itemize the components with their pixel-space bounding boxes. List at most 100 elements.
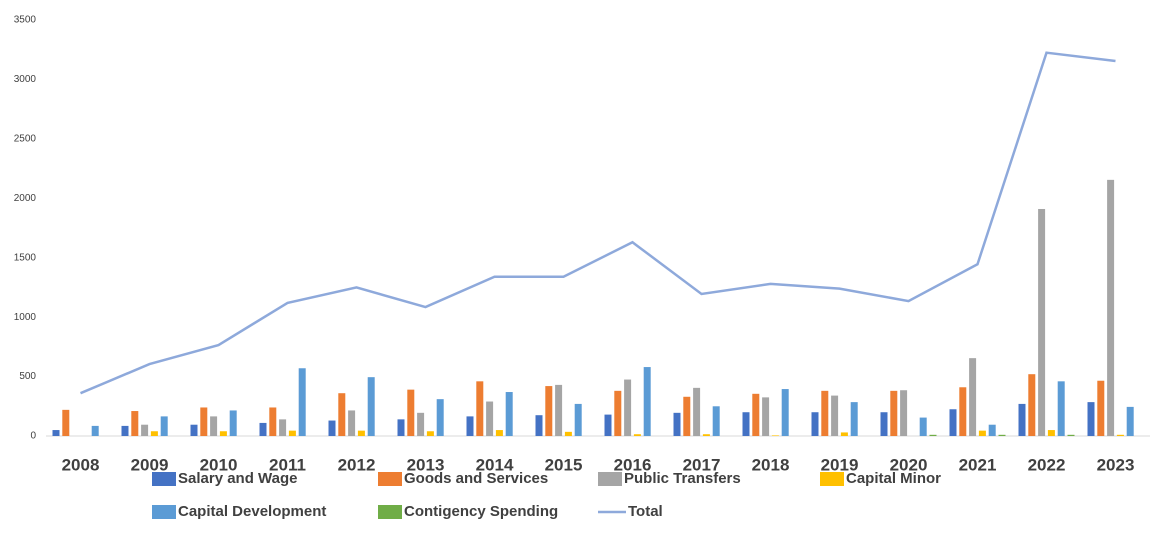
bar bbox=[643, 367, 651, 436]
bar bbox=[762, 397, 770, 436]
bar bbox=[348, 410, 356, 436]
bar bbox=[357, 430, 365, 436]
bar bbox=[505, 392, 513, 436]
bar bbox=[535, 415, 543, 436]
bar bbox=[604, 414, 612, 436]
bar bbox=[229, 410, 237, 436]
bar bbox=[62, 409, 70, 436]
bar bbox=[969, 358, 977, 436]
legend-label: Salary and Wage bbox=[178, 470, 298, 487]
bar bbox=[397, 419, 405, 436]
x-tick-label: 2011 bbox=[269, 455, 306, 474]
legend-marker bbox=[598, 472, 622, 486]
x-tick-label: 2022 bbox=[1028, 455, 1066, 474]
bar bbox=[978, 430, 986, 436]
x-tick-label: 2015 bbox=[545, 455, 583, 474]
bar bbox=[880, 412, 888, 436]
bar bbox=[850, 402, 858, 436]
bar bbox=[712, 406, 720, 436]
y-tick-label: 2500 bbox=[14, 133, 37, 144]
bar bbox=[1028, 374, 1036, 436]
bar bbox=[633, 434, 641, 436]
bar bbox=[998, 434, 1006, 436]
bar bbox=[150, 431, 158, 436]
bar bbox=[821, 390, 829, 436]
legend-marker bbox=[820, 472, 844, 486]
bar bbox=[959, 387, 967, 436]
bar bbox=[1116, 434, 1124, 436]
bar bbox=[288, 430, 296, 436]
bar bbox=[929, 434, 937, 436]
y-tick-label: 3000 bbox=[14, 74, 37, 85]
bar bbox=[200, 407, 208, 436]
x-tick-label: 2008 bbox=[62, 455, 100, 474]
bar bbox=[1038, 208, 1046, 436]
bar bbox=[1047, 430, 1055, 436]
bar bbox=[91, 425, 99, 436]
bar bbox=[1097, 380, 1105, 436]
bar bbox=[52, 430, 60, 436]
x-tick-label: 2021 bbox=[959, 455, 997, 474]
bar bbox=[1107, 179, 1115, 436]
bar bbox=[614, 390, 622, 436]
bar bbox=[219, 431, 227, 436]
bar bbox=[367, 377, 375, 436]
bar bbox=[831, 395, 839, 436]
bar bbox=[742, 412, 750, 436]
legend-label: Capital Development bbox=[178, 503, 326, 520]
bar bbox=[1087, 402, 1095, 436]
bar bbox=[811, 412, 819, 436]
bar bbox=[1067, 434, 1075, 436]
bar bbox=[279, 419, 287, 436]
y-tick-label: 1500 bbox=[14, 252, 37, 263]
bar bbox=[121, 425, 129, 436]
bar bbox=[210, 416, 218, 436]
bar bbox=[486, 401, 494, 436]
x-tick-label: 2009 bbox=[131, 455, 169, 474]
x-tick-label: 2016 bbox=[614, 455, 652, 474]
bar bbox=[1126, 406, 1134, 436]
bar bbox=[190, 424, 198, 436]
bar bbox=[466, 416, 474, 436]
bar bbox=[624, 379, 632, 436]
legend-label: Capital Minor bbox=[846, 470, 941, 487]
legend-label: Total bbox=[628, 503, 663, 520]
x-tick-label: 2018 bbox=[752, 455, 790, 474]
legend-marker bbox=[152, 505, 176, 519]
bar bbox=[259, 422, 267, 436]
bar bbox=[495, 430, 503, 436]
bar bbox=[1018, 403, 1026, 436]
legend-marker bbox=[378, 472, 402, 486]
x-tick-label: 2017 bbox=[683, 455, 721, 474]
bar bbox=[1057, 381, 1065, 436]
bar bbox=[988, 424, 996, 436]
x-tick-label: 2014 bbox=[476, 455, 514, 474]
legend-label: Public Transfers bbox=[624, 470, 741, 487]
bar bbox=[890, 390, 898, 436]
bar bbox=[683, 396, 691, 436]
bar bbox=[900, 390, 908, 436]
legend-label: Contigency Spending bbox=[404, 503, 558, 520]
bar bbox=[771, 435, 779, 436]
x-tick-label: 2013 bbox=[407, 455, 445, 474]
bar bbox=[949, 409, 957, 436]
y-tick-label: 2000 bbox=[14, 193, 37, 204]
bar bbox=[476, 381, 484, 436]
y-tick-label: 0 bbox=[30, 431, 36, 442]
bar bbox=[702, 434, 710, 436]
x-tick-label: 2019 bbox=[821, 455, 859, 474]
bar bbox=[574, 403, 582, 436]
bar bbox=[328, 420, 336, 436]
bar bbox=[840, 432, 848, 436]
bar bbox=[426, 431, 434, 436]
legend-marker bbox=[152, 472, 176, 486]
line bbox=[80, 51, 1116, 395]
bar bbox=[564, 431, 572, 436]
legend-marker bbox=[378, 505, 402, 519]
y-tick-label: 3500 bbox=[14, 15, 37, 26]
bar bbox=[781, 389, 789, 436]
bar bbox=[693, 387, 701, 436]
x-tick-label: 2020 bbox=[890, 455, 928, 474]
bar bbox=[752, 393, 760, 436]
